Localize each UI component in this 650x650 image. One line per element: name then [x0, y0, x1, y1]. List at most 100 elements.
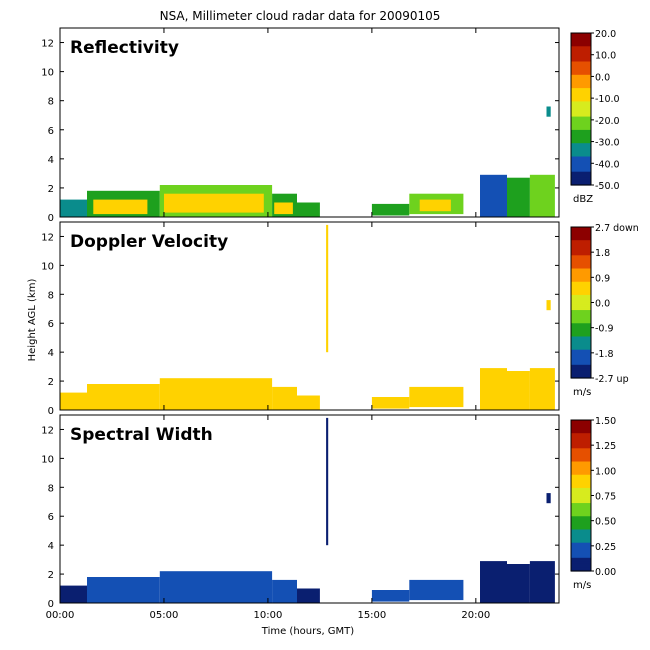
colorbar-step: [571, 374, 591, 377]
colorbar-step: [571, 166, 591, 169]
colorbar-step: [571, 317, 591, 321]
colorbar-step: [571, 107, 591, 110]
x-tick-label: 00:00: [46, 610, 75, 621]
colorbar-step: [571, 478, 591, 481]
data-cell: [409, 579, 464, 601]
colorbar-step: [571, 227, 591, 230]
colorbar-step: [571, 145, 591, 148]
colorbar-step: [571, 440, 591, 444]
panel-label: Reflectivity: [70, 38, 179, 58]
colorbar-tick-label: 1.50: [595, 416, 616, 427]
colorbar-step: [571, 245, 591, 249]
colorbar-step: [571, 128, 591, 131]
colorbar-step: [571, 78, 591, 82]
colorbar-step: [571, 228, 591, 232]
colorbar-step: [571, 523, 591, 527]
colorbar-step: [571, 533, 591, 536]
colorbar-step: [571, 298, 591, 302]
colorbar-step: [571, 512, 591, 515]
colorbar-step: [571, 495, 591, 498]
colorbar-step: [571, 260, 591, 264]
colorbar-step: [571, 61, 591, 64]
data-cell: [480, 174, 507, 217]
y-tick-label: 8: [48, 97, 54, 108]
data-cell: [326, 224, 329, 353]
colorbar-step: [571, 72, 591, 76]
colorbar-step: [571, 141, 591, 144]
colorbar-step: [571, 160, 591, 163]
colorbar-step: [571, 240, 591, 243]
data-cell: [326, 417, 329, 546]
colorbar-step: [571, 124, 591, 127]
colorbar-step: [571, 154, 591, 158]
x-tick-label: 05:00: [150, 610, 179, 621]
colorbar-step: [571, 345, 591, 349]
y-tick-label: 0: [48, 406, 54, 417]
y-tick-label: 4: [48, 155, 54, 166]
colorbar-step: [571, 82, 591, 85]
colorbar-step: [571, 137, 591, 140]
colorbar-step: [571, 300, 591, 304]
y-tick-label: 4: [48, 541, 54, 552]
colorbar-step: [571, 264, 591, 268]
colorbar-step: [571, 76, 591, 80]
y-tick-label: 10: [41, 68, 54, 79]
colorbar-step: [571, 459, 591, 463]
data-cell: [297, 202, 320, 217]
colorbar-tick-label: 0.0: [595, 299, 610, 310]
colorbar-tick-label: 1.00: [595, 466, 616, 477]
colorbar-step: [571, 46, 591, 49]
colorbar-step: [571, 474, 591, 478]
colorbar-step: [571, 470, 591, 474]
colorbar-tick-label: -50.0: [595, 181, 620, 192]
plot-frame: [59, 221, 560, 411]
colorbar-step: [571, 550, 591, 553]
colorbar-step: [571, 230, 591, 234]
colorbar-step: [571, 33, 591, 36]
colorbar-step: [571, 361, 591, 364]
colorbar-step: [571, 319, 591, 322]
y-tick-label: 10: [41, 454, 54, 465]
colorbar-step: [571, 162, 591, 165]
colorbar-step: [571, 57, 591, 61]
colorbar-step: [571, 112, 591, 116]
colorbar-tick-label: 10.0: [595, 51, 616, 62]
data-cell: [480, 368, 507, 410]
colorbar-step: [571, 518, 591, 521]
panel-label: Doppler Velocity: [70, 232, 228, 252]
panel-3: Spectral Width 0 2 4 6 8 10 12 00:00 05:00 10:00 15…: [41, 414, 616, 621]
colorbar-step: [571, 67, 591, 70]
data-cell: [164, 193, 264, 213]
colorbar-tick-label: 0.9: [595, 273, 610, 284]
colorbar-tick-label: -30.0: [595, 138, 620, 149]
colorbar-step: [571, 516, 591, 519]
colorbar-step: [571, 88, 591, 91]
y-tick-label: 8: [48, 483, 54, 494]
data-cell: [371, 203, 410, 216]
data-cell: [546, 493, 551, 504]
colorbar-step: [571, 548, 591, 551]
colorbar-step: [571, 537, 591, 540]
colorbar-step: [571, 438, 591, 442]
data-cell: [546, 300, 551, 311]
panel-2: Doppler Velocity 0 2 4 6 8 10 12 2.7 down 1.8 0.9 0…: [41, 221, 639, 417]
colorbar-step: [571, 531, 591, 534]
y-axis-label: Height AGL (km): [27, 279, 38, 362]
colorbar-step: [571, 321, 591, 324]
colorbar-step: [571, 183, 591, 186]
colorbar-step: [571, 175, 591, 178]
colorbar-step: [571, 148, 591, 152]
colorbar-step: [571, 457, 591, 461]
colorbar-step: [571, 247, 591, 251]
data-cell: [159, 378, 273, 410]
colorbar-step: [571, 453, 591, 457]
data-cell: [529, 561, 555, 603]
colorbar-step: [571, 425, 591, 429]
y-tick-label: 0: [48, 599, 54, 610]
colorbar-step: [571, 259, 591, 262]
colorbar-step: [571, 294, 591, 298]
colorbar-step: [571, 103, 591, 106]
colorbar-tick-label: 1.8: [595, 248, 610, 259]
data-cell: [507, 564, 530, 603]
colorbar-step: [571, 433, 591, 436]
